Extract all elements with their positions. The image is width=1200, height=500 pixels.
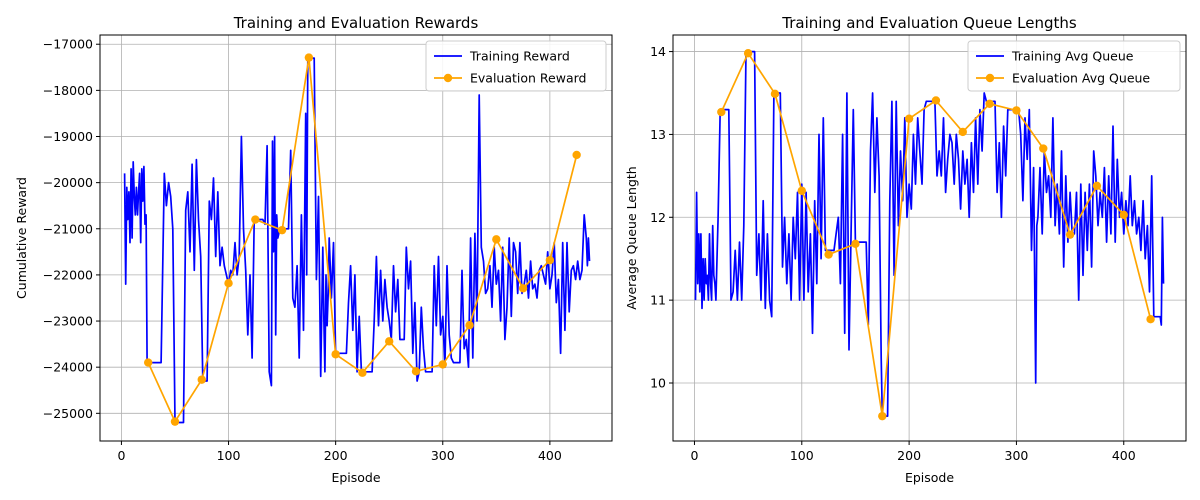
series-point (717, 108, 725, 116)
x-tick-label: 200 (897, 448, 921, 463)
series-point (985, 100, 993, 108)
y-tick-label: −18000 (43, 83, 93, 98)
y-tick-label: −20000 (43, 175, 93, 190)
x-tick-label: 0 (117, 448, 125, 463)
y-tick-label: −25000 (43, 406, 93, 421)
legend: Training Avg Queue Evaluation Avg Queue (968, 41, 1180, 91)
x-tick-label: 300 (1005, 448, 1029, 463)
y-axis-label: Cumulative Reward (14, 177, 29, 299)
series-point (851, 240, 859, 248)
series-point (251, 215, 259, 223)
series-point (1066, 230, 1074, 238)
y-tick-label: −23000 (43, 314, 93, 329)
x-tick-label: 400 (1112, 448, 1136, 463)
series-point (798, 187, 806, 195)
x-tick-label: 200 (324, 448, 348, 463)
series-point (1039, 144, 1047, 152)
series-point (305, 53, 313, 61)
series-point (1120, 211, 1128, 219)
y-tick-label: 13 (650, 127, 666, 142)
y-tick-label: −24000 (43, 360, 93, 375)
series-point (878, 412, 886, 420)
y-tick-label: 14 (650, 44, 666, 59)
y-tick-label: 11 (650, 293, 666, 308)
series-point (465, 321, 473, 329)
series-point (492, 235, 500, 243)
x-tick-label: 300 (431, 448, 455, 463)
legend: Training Reward Evaluation Reward (426, 41, 606, 91)
series-point (932, 96, 940, 104)
y-tick-label: −22000 (43, 267, 93, 282)
series-point (771, 90, 779, 98)
y-tick-label: −21000 (43, 221, 93, 236)
axes-frame (100, 35, 612, 441)
x-axis-label: Episode (905, 470, 954, 485)
series-line-0 (696, 52, 1164, 417)
series-point (171, 417, 179, 425)
series-point (198, 375, 206, 383)
x-tick-label: 0 (690, 448, 698, 463)
series-point (905, 114, 913, 122)
x-tick-label: 400 (538, 448, 562, 463)
legend-swatch-marker (444, 74, 452, 82)
axes-frame (673, 35, 1186, 441)
series-point (224, 279, 232, 287)
x-tick-label: 100 (217, 448, 241, 463)
series-point (1146, 315, 1154, 323)
series-point (519, 284, 527, 292)
series-point (824, 250, 832, 258)
series-point (385, 337, 393, 345)
y-tick-label: −17000 (43, 37, 93, 52)
rewards-chart: 0 100 200 300 400 −25000 −24000 −23000 −22000 −21… (14, 14, 612, 485)
legend-label: Training Reward (469, 49, 570, 64)
x-tick-label: 100 (790, 448, 814, 463)
legend-label: Evaluation Avg Queue (1012, 71, 1150, 86)
series-point (1012, 106, 1020, 114)
series-point (358, 369, 366, 377)
series-point (144, 358, 152, 366)
gridlines (673, 35, 1186, 441)
series-point (1093, 182, 1101, 190)
series-point (439, 360, 447, 368)
legend-label: Training Avg Queue (1011, 49, 1134, 64)
series-point (412, 367, 420, 375)
series-line-0 (125, 58, 590, 422)
series-point (959, 128, 967, 136)
y-axis-label: Average Queue Length (624, 166, 639, 309)
legend-swatch-marker (986, 74, 994, 82)
y-tick-label: 12 (650, 210, 666, 225)
chart-title: Training and Evaluation Queue Lengths (781, 14, 1077, 32)
x-axis-label: Episode (331, 470, 380, 485)
gridlines (100, 35, 612, 441)
legend-label: Evaluation Reward (470, 71, 586, 86)
series-point (572, 151, 580, 159)
series-point (278, 226, 286, 234)
y-tick-label: −19000 (43, 129, 93, 144)
y-tick-label: 10 (650, 376, 666, 391)
chart-title: Training and Evaluation Rewards (233, 14, 479, 32)
queue-lengths-chart: 0 100 200 300 400 10 11 12 13 14 Training and Eval… (624, 14, 1186, 485)
series-point (744, 49, 752, 57)
series-point (331, 350, 339, 358)
series-point (546, 256, 554, 264)
